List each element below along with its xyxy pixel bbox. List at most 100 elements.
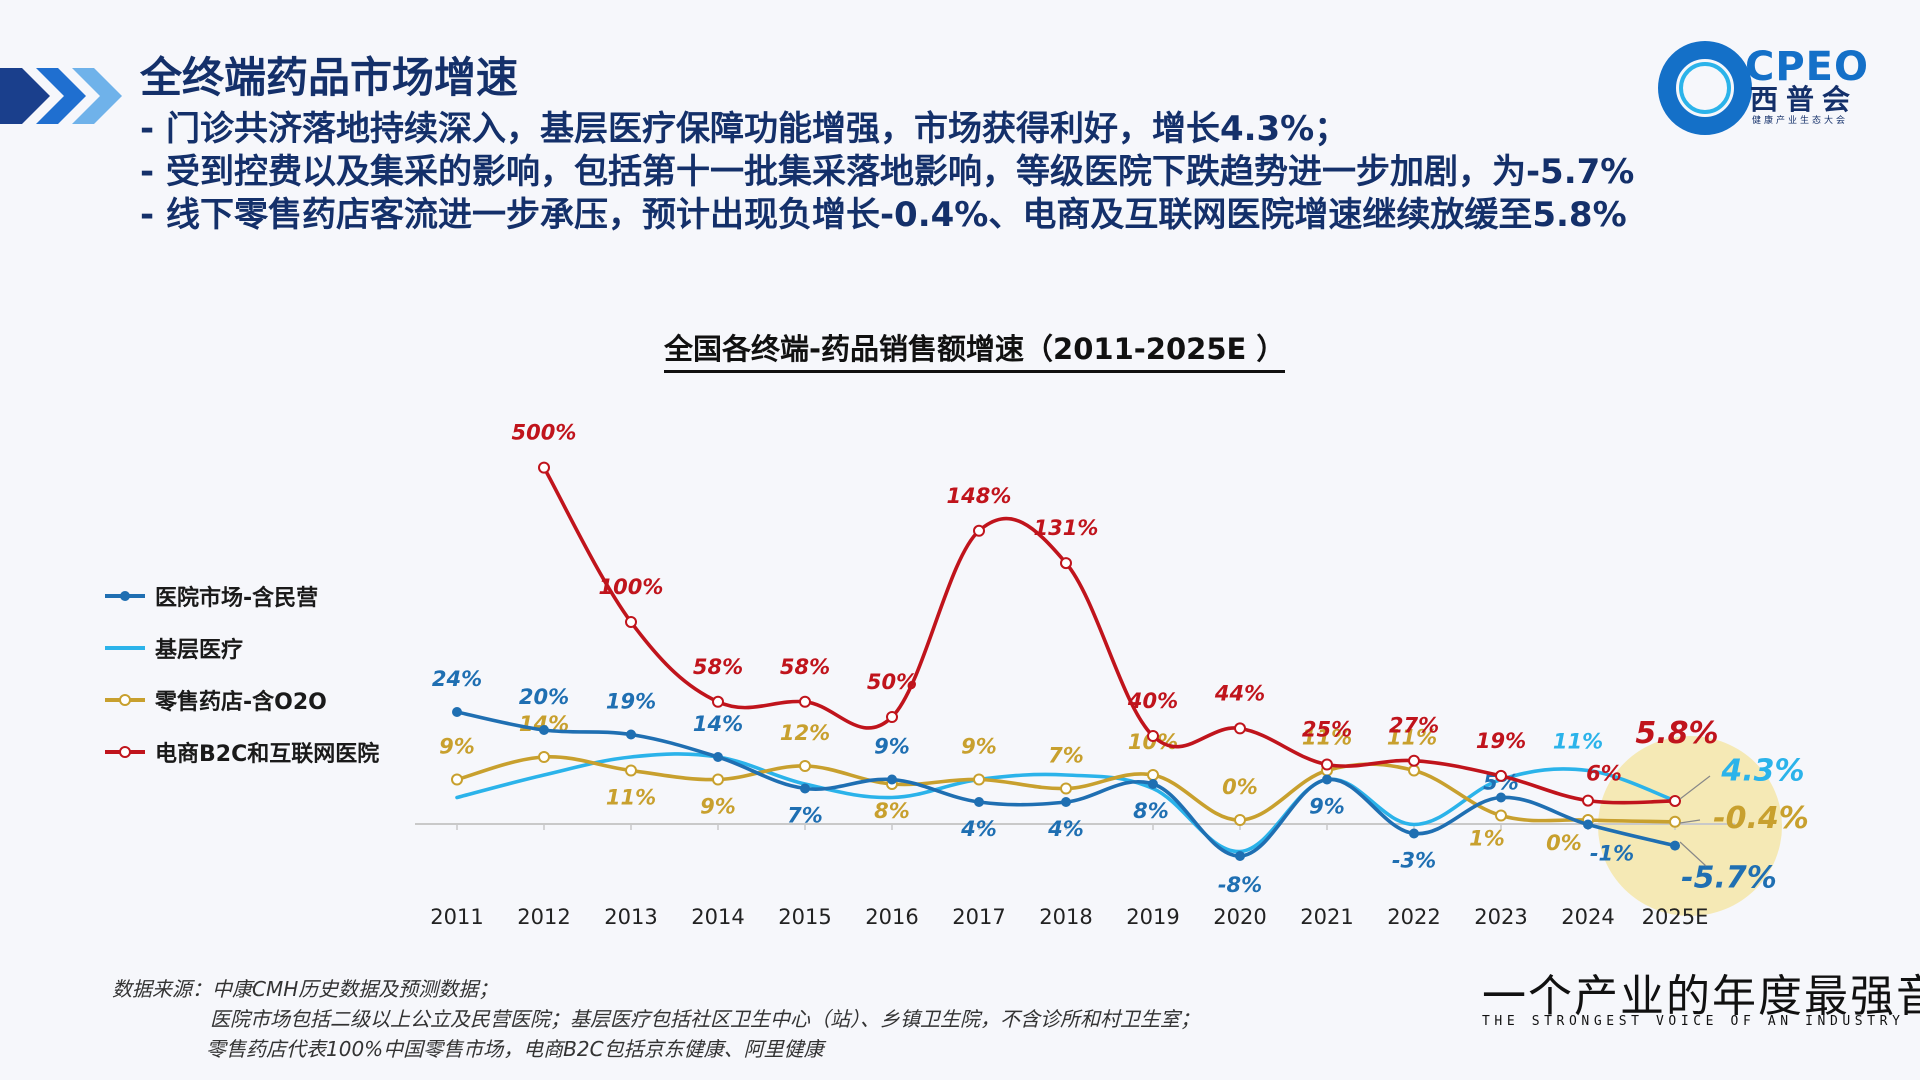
data-label: 8% bbox=[874, 799, 910, 823]
data-point bbox=[1060, 557, 1072, 570]
data-point bbox=[886, 711, 898, 723]
header-chevrons bbox=[0, 68, 122, 124]
data-label: -0.4% bbox=[1713, 801, 1809, 836]
data-point bbox=[973, 524, 985, 537]
data-label: 9% bbox=[874, 735, 910, 759]
data-label: 12% bbox=[780, 721, 830, 745]
x-tick-label: 2022 bbox=[1387, 905, 1440, 929]
data-label: 5.8% bbox=[1635, 716, 1718, 751]
data-label: 100% bbox=[599, 575, 664, 599]
data-label: 131% bbox=[1034, 516, 1099, 540]
cpeo-logo-icon bbox=[1658, 41, 1752, 135]
legend-item-hospital: 医院市场-含民营 bbox=[105, 570, 379, 622]
data-label: 0% bbox=[1222, 775, 1258, 799]
data-point bbox=[1670, 840, 1680, 851]
data-label: 8% bbox=[1133, 799, 1169, 823]
data-source-footnote: 数据来源：中康CMH历史数据及预测数据； 医院市场包括二级以上公立及民营医院；基… bbox=[112, 974, 1200, 1064]
footnote-line: 零售药店代表100%中国零售市场，电商B2C包括京东健康、阿里健康 bbox=[206, 1037, 824, 1061]
data-point bbox=[1321, 758, 1333, 771]
legend-label: 基层医疗 bbox=[155, 638, 244, 663]
series-line-1 bbox=[455, 752, 1677, 854]
data-label: 9% bbox=[700, 795, 736, 819]
slogan: 一个产业的年度最强音 bbox=[1482, 971, 1920, 1022]
x-tick-label: 2014 bbox=[691, 905, 744, 929]
leader-line bbox=[1679, 819, 1701, 824]
data-point bbox=[1495, 769, 1507, 782]
data-point bbox=[1235, 851, 1245, 861]
data-point bbox=[1408, 754, 1420, 767]
x-tick-label: 2012 bbox=[517, 905, 570, 929]
data-point bbox=[1409, 828, 1419, 839]
leader-line bbox=[1679, 841, 1707, 867]
data-label: 7% bbox=[787, 804, 823, 828]
bullet-line: - 线下零售药店客流进一步承压，预计出现负增长-0.4%、电商及互联网医院增速继… bbox=[140, 195, 1627, 235]
x-tick-label: 2015 bbox=[778, 905, 831, 929]
data-point bbox=[539, 725, 549, 735]
bullet-line: - 受到控费以及集采的影响，包括第十一批集采落地影响，等级医院下跌趋势进一步加剧… bbox=[140, 152, 1635, 192]
data-point bbox=[1060, 782, 1072, 795]
data-point bbox=[1583, 819, 1593, 830]
data-point bbox=[799, 760, 811, 772]
data-point bbox=[1496, 792, 1506, 803]
data-label: 9% bbox=[439, 735, 475, 759]
page-title: 全终端药品市场增速 bbox=[140, 53, 519, 102]
data-label: 500% bbox=[512, 421, 577, 445]
data-point bbox=[1495, 809, 1507, 822]
legend-item-primary: 基层医疗 bbox=[105, 622, 379, 674]
data-point bbox=[626, 729, 636, 740]
data-label: 27% bbox=[1389, 714, 1439, 738]
data-point bbox=[625, 764, 637, 777]
legend-item-retail: 零售药店-含O2O bbox=[105, 674, 379, 726]
data-point bbox=[887, 774, 897, 785]
data-label: 4.3% bbox=[1720, 754, 1804, 789]
data-point bbox=[1669, 794, 1681, 807]
slogan-english: THE STRONGEST VOICE OF AN INDUSTRY bbox=[1482, 1014, 1905, 1029]
x-tick-label: 2013 bbox=[604, 905, 657, 929]
data-point bbox=[1147, 730, 1159, 742]
summary-bullets: - 门诊共济落地持续深入，基层医疗保障功能增强，市场获得利好，增长4.3%； -… bbox=[140, 108, 1700, 237]
data-label: 7% bbox=[1048, 744, 1084, 768]
data-point bbox=[1234, 814, 1246, 826]
legend-retail-marker-icon bbox=[105, 694, 145, 706]
data-point bbox=[625, 616, 637, 628]
data-label: 11% bbox=[1553, 730, 1603, 754]
logo-cn-name: 西普会 bbox=[1750, 83, 1859, 116]
data-label: 19% bbox=[1476, 729, 1526, 753]
data-label: 148% bbox=[947, 484, 1012, 508]
data-label: -8% bbox=[1218, 873, 1262, 897]
data-point bbox=[973, 773, 985, 786]
data-point bbox=[712, 695, 724, 708]
data-point bbox=[712, 773, 724, 786]
data-label: 9% bbox=[961, 735, 997, 759]
logo-subtitle: 健康产业生态大会 bbox=[1752, 116, 1849, 126]
x-tick-label: 2024 bbox=[1561, 905, 1614, 929]
x-tick-label: 2019 bbox=[1126, 905, 1179, 929]
footnote-line: 数据来源：中康CMH历史数据及预测数据； bbox=[112, 977, 499, 1001]
data-label: 0% bbox=[1546, 831, 1582, 855]
data-point bbox=[1322, 774, 1332, 785]
legend-label: 电商B2C和互联网医院 bbox=[155, 742, 380, 767]
logo-wordmark: CPEO bbox=[1745, 44, 1869, 90]
bullet-line: - 门诊共济落地持续深入，基层医疗保障功能增强，市场获得利好，增长4.3%； bbox=[140, 109, 1349, 149]
data-point bbox=[1061, 797, 1071, 807]
data-label: 58% bbox=[780, 655, 830, 679]
x-tick-label: 2011 bbox=[430, 905, 483, 929]
data-label: 58% bbox=[693, 655, 743, 679]
highlight-2025e bbox=[1598, 736, 1782, 916]
data-point bbox=[452, 707, 462, 717]
legend-hospital-marker-icon bbox=[105, 591, 145, 601]
growth-line-chart: 2011 2012 2013 2014 2015 2016 2017 2018 2019 2020… bbox=[415, 421, 1809, 929]
data-label: -5.7% bbox=[1681, 861, 1777, 896]
data-label: 11% bbox=[1387, 726, 1437, 750]
x-tick-label: 2023 bbox=[1474, 905, 1527, 929]
legend-label: 零售药店-含O2O bbox=[155, 690, 327, 715]
data-point bbox=[800, 783, 810, 794]
data-label: 50% bbox=[867, 670, 917, 694]
footnote-line: 医院市场包括二级以上公立及民营医院；基层医疗包括社区卫生中心（站）、乡镇卫生院，… bbox=[210, 1007, 1200, 1031]
x-tick-label: 2016 bbox=[865, 905, 918, 929]
data-label: 9% bbox=[1309, 795, 1345, 819]
data-label: 11% bbox=[606, 786, 656, 810]
data-label: 24% bbox=[432, 667, 482, 691]
legend-item-ecommerce: 电商B2C和互联网医院 bbox=[105, 726, 379, 778]
data-point bbox=[1669, 815, 1681, 828]
